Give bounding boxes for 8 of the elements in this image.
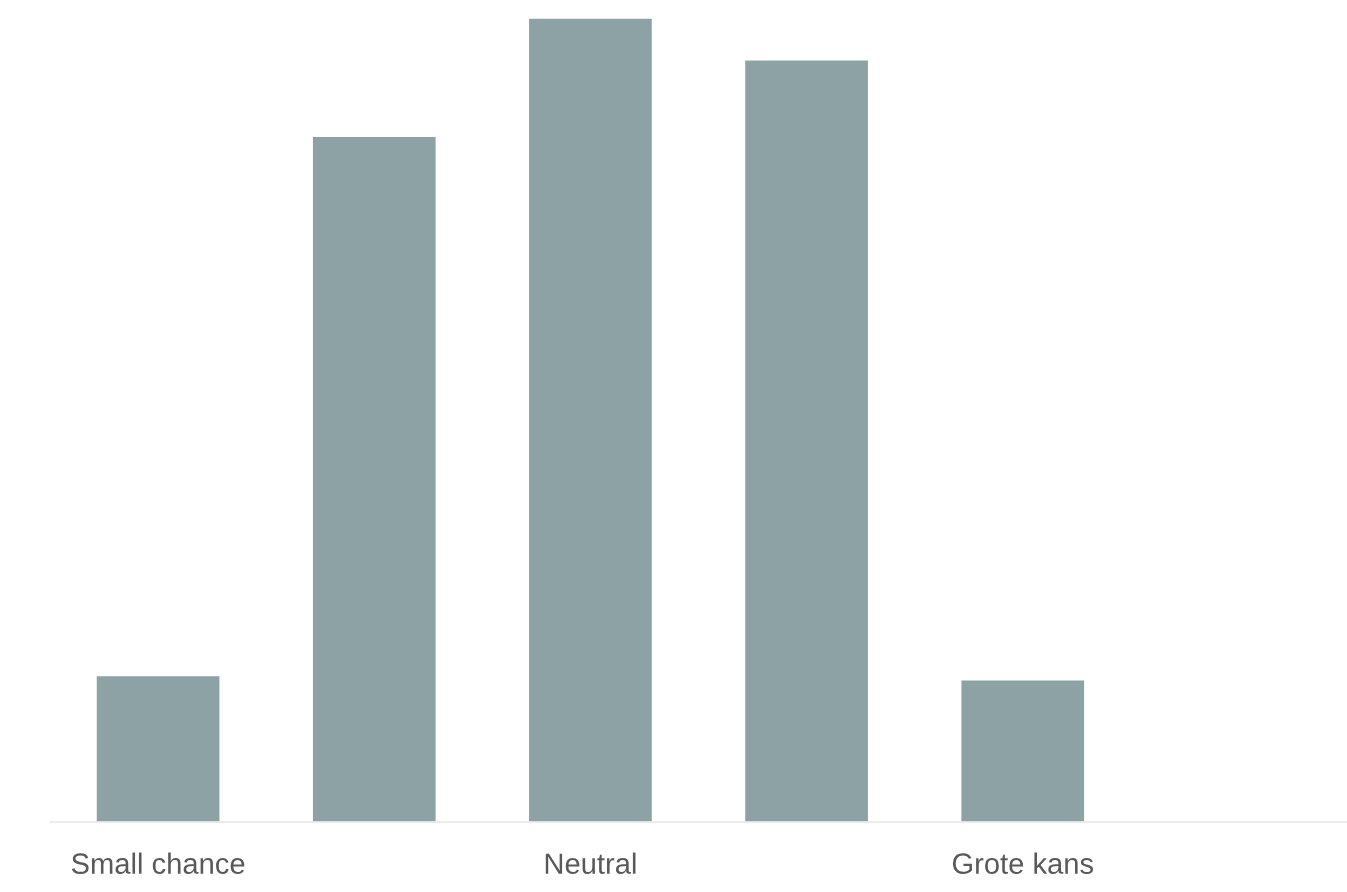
x-tick-label: Grote kans xyxy=(952,852,1094,874)
bar xyxy=(960,678,1086,822)
bar xyxy=(311,135,437,822)
x-tick-label: Neutral xyxy=(545,852,636,874)
bar xyxy=(527,18,654,822)
bar xyxy=(95,674,221,822)
bar xyxy=(743,59,870,822)
x-tick-label: Small chance xyxy=(71,852,245,874)
